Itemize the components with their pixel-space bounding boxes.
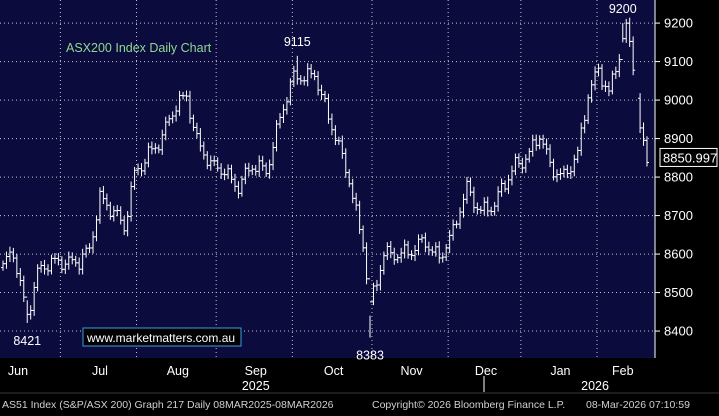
footer-ticker: AS51 Index (S&P/ASX 200) Graph 217 Daily… [2, 399, 334, 411]
footer-copyright: Copyright© 2026 Bloomberg Finance L.P. [372, 399, 565, 411]
x-month-label: Aug [167, 364, 189, 378]
price-bars [1, 17, 649, 338]
x-month-label: Jun [8, 364, 28, 378]
x-month-label: Feb [612, 364, 634, 378]
x-month-label: Oct [324, 364, 344, 378]
y-tick-label: 9100 [664, 54, 693, 69]
y-tick-label: 8800 [664, 170, 693, 185]
y-tick-label: 9200 [664, 16, 693, 31]
price-annotation: 8383 [356, 349, 384, 363]
x-year-label: 2025 [242, 379, 270, 393]
price-bar [645, 136, 649, 167]
price-annotation: 9115 [284, 35, 311, 49]
x-month-label: Jan [550, 364, 570, 378]
price-axis-band [655, 0, 719, 358]
footer-timestamp: 08-Mar-2026 07:10:59 [586, 399, 690, 411]
chart-title: ASX200 Index Daily Chart [66, 41, 212, 55]
price-annotation: 9200 [609, 2, 637, 16]
price-bar [631, 36, 636, 76]
x-month-label: Sep [245, 364, 267, 378]
watermark-text: www.marketmatters.com.au [86, 331, 235, 345]
x-axis: Jun Jul Aug Sep Oct Nov Dec Jan Feb 2025 2026 [8, 364, 634, 393]
y-tick-label: 8600 [664, 247, 693, 262]
y-tick-label: 8700 [664, 208, 693, 223]
x-month-label: Dec [475, 364, 497, 378]
x-month-label: Jul [92, 364, 108, 378]
y-tick-label: 8900 [664, 131, 693, 146]
plot-area [0, 0, 655, 358]
x-year-label: 2026 [581, 379, 609, 393]
axis-band [0, 358, 719, 411]
y-tick-label: 8500 [664, 285, 693, 300]
watermark-box [82, 327, 242, 347]
x-month-label: Nov [400, 364, 423, 378]
annotations: 8421 9115 8383 9200 [13, 2, 636, 363]
price-annotation: 8421 [13, 334, 41, 348]
y-axis: 8400 8500 8600 8700 8800 8900 9000 9100 9200 8850… [654, 0, 718, 358]
y-tick-label: 9000 [664, 93, 693, 108]
y-tick-label: 8400 [664, 324, 693, 339]
last-price-label: 8850.997 [663, 150, 717, 165]
last-price-box [659, 147, 718, 167]
